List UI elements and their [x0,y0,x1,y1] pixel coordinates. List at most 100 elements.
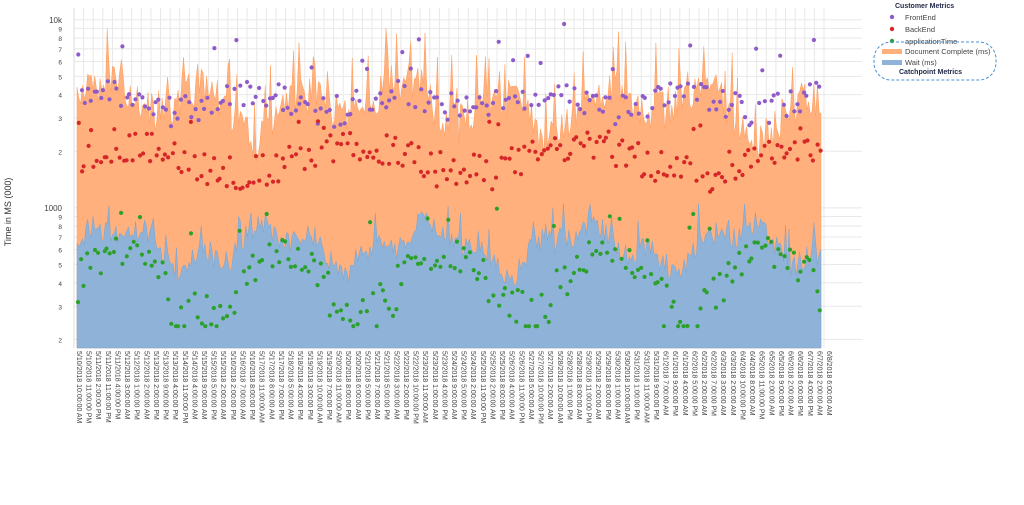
x-tick-label: 5/25/2018 2:00:00 AM [488,351,495,420]
point-applicationtime [562,265,567,270]
point-applicationtime [380,288,385,293]
legend-label-wait[interactable]: Wait (ms) [905,58,937,67]
point-applicationtime [632,275,637,280]
point-frontend [406,102,411,107]
point-frontend [313,108,318,113]
point-backend [335,141,340,146]
point-backend [710,187,715,192]
point-backend [542,148,547,153]
point-frontend [760,68,765,73]
point-frontend [597,107,602,112]
point-applicationtime [558,285,563,290]
point-frontend [490,100,496,106]
point-backend [166,155,171,160]
point-applicationtime [139,252,144,257]
point-applicationtime [386,306,391,311]
point-frontend [324,109,329,114]
point-frontend [572,86,577,91]
legend-label-document-complete[interactable]: Document Complete (ms) [905,47,991,56]
point-backend [509,146,514,151]
legend-swatch-document-complete [882,49,902,54]
point-applicationtime [772,264,777,269]
point-backend [484,159,489,164]
point-frontend [575,102,580,107]
point-applicationtime [539,292,544,297]
point-backend [112,127,117,132]
point-frontend [281,107,286,113]
point-frontend [733,91,738,96]
point-backend [253,154,259,159]
point-applicationtime [192,291,197,296]
point-backend [719,175,725,180]
point-applicationtime [610,258,615,263]
point-applicationtime [802,259,807,264]
point-applicationtime [247,265,252,270]
point-backend [438,150,443,155]
point-applicationtime [598,251,603,256]
x-tick-label: 5/16/2018 2:00:00 PM [229,351,236,420]
x-tick-label: 6/1/2018 7:00:00 AM [662,351,669,416]
point-backend [149,131,154,136]
point-backend [530,139,535,144]
point-frontend [513,94,518,99]
point-backend [522,144,527,149]
point-frontend [392,95,397,100]
point-frontend [227,102,232,107]
point-backend [418,169,424,174]
point-applicationtime [163,271,168,276]
point-frontend [364,66,370,71]
point-applicationtime [765,236,771,241]
legend-label-backend[interactable]: BackEnd [905,25,935,34]
point-frontend [804,93,809,98]
point-frontend [797,109,803,114]
point-applicationtime [166,297,171,302]
point-backend [202,152,207,157]
x-tick-label: 5/13/2018 2:00:00 PM [152,351,159,420]
point-backend [148,159,153,164]
point-backend [99,160,104,165]
point-frontend [658,86,663,91]
point-frontend [384,105,389,110]
point-applicationtime [344,302,349,307]
point-frontend [282,85,287,90]
point-backend [240,185,245,190]
point-frontend [559,93,564,98]
point-backend [642,172,647,177]
x-tick-label: 5/30/2018 1:00:00 AM [613,351,620,420]
point-applicationtime [244,281,249,286]
point-frontend [449,91,454,96]
point-applicationtime [707,226,712,231]
point-applicationtime [318,261,323,266]
point-applicationtime [351,324,356,329]
point-frontend [79,88,85,93]
point-backend [287,144,292,149]
point-frontend [212,46,217,51]
point-frontend [467,109,473,114]
point-applicationtime [649,272,654,277]
point-applicationtime [586,240,592,245]
y-axis: 1000 10k 2 3 4 5 6 7 8 9 2 3 4 5 6 7 8 9 [44,16,63,345]
point-backend [503,156,508,161]
point-frontend [189,115,194,120]
legend[interactable]: Customer Metrics FrontEnd BackEnd applic… [873,3,997,81]
point-backend [91,164,96,169]
point-backend [636,141,641,146]
point-applicationtime [526,324,532,329]
legend-label-frontend[interactable]: FrontEnd [905,13,936,22]
point-applicationtime [630,270,635,276]
point-backend [694,178,699,183]
point-applicationtime [486,299,491,304]
point-backend [227,155,232,160]
point-applicationtime [214,324,219,329]
plot-areas [76,28,822,349]
point-backend [490,187,495,192]
point-backend [620,138,625,143]
point-frontend [99,95,104,101]
point-frontend [653,88,658,93]
point-backend [186,167,191,172]
point-applicationtime [730,279,735,284]
point-backend [162,152,167,157]
point-applicationtime [169,321,174,326]
point-frontend [172,110,177,115]
point-frontend [348,112,353,117]
